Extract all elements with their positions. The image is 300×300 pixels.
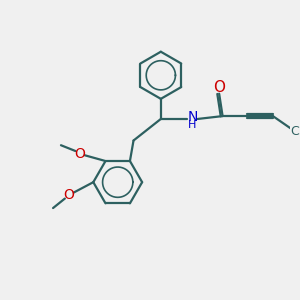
Text: C: C [290, 125, 299, 138]
Text: N: N [187, 110, 198, 124]
Text: O: O [213, 80, 225, 95]
Text: O: O [74, 147, 85, 161]
Text: H: H [188, 120, 196, 130]
Text: O: O [63, 188, 74, 202]
